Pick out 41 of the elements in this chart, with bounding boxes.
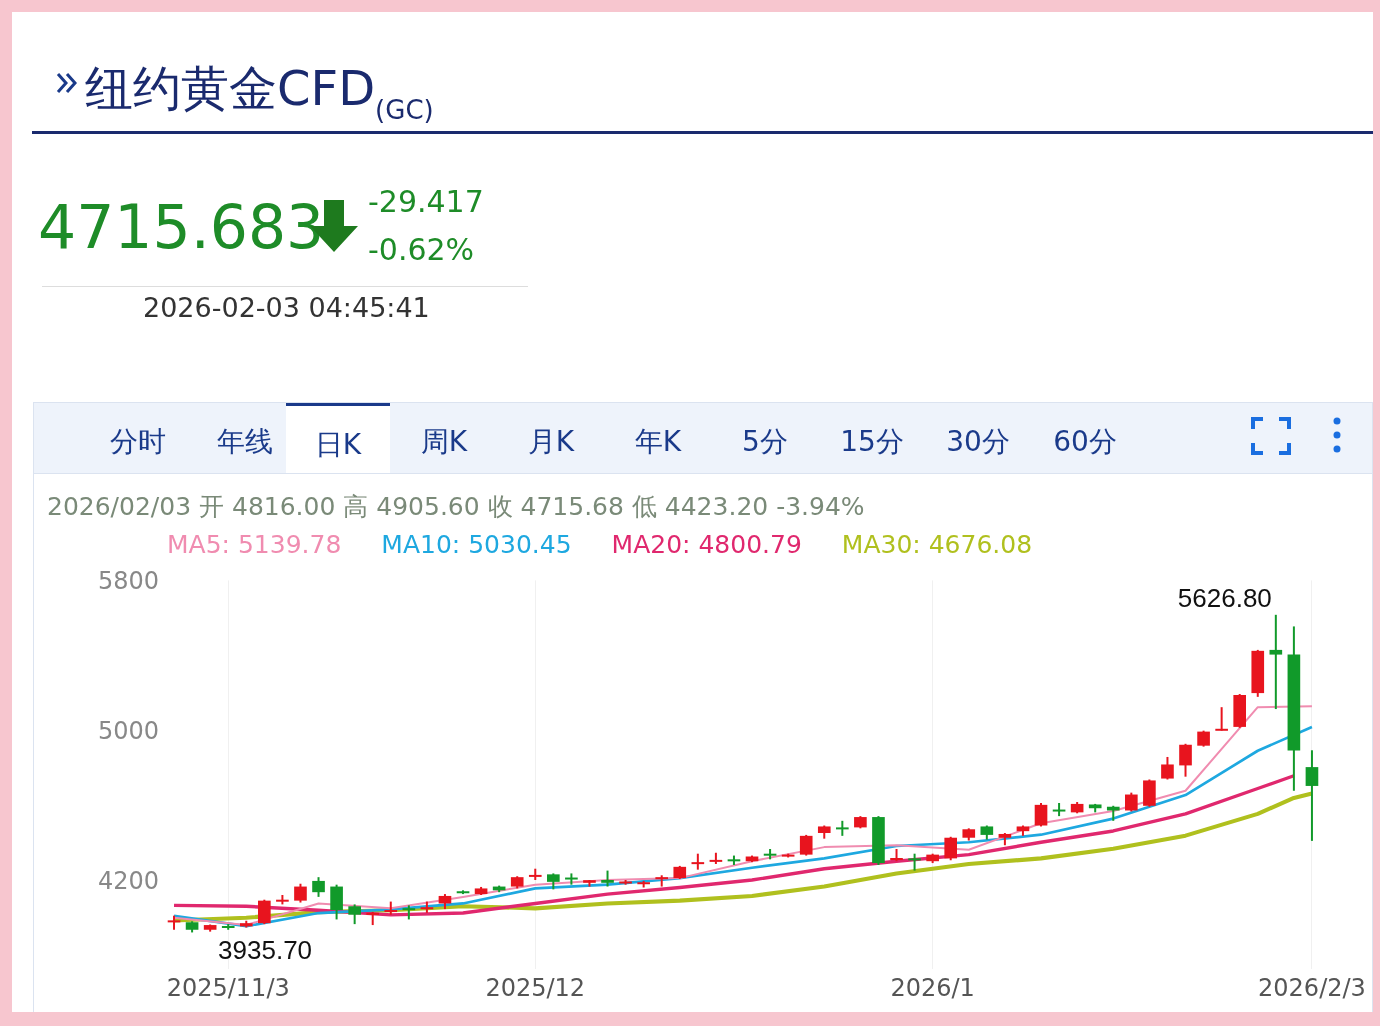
candlestick [1125, 791, 1138, 813]
candlestick [1215, 706, 1228, 732]
text: 2026/02/03 开 4816.00 高 4905.60 收 4715.68 低 4423.20 -3.94% [47, 491, 865, 523]
text: 5分 [741, 424, 789, 460]
text: 4715.683 [38, 192, 325, 262]
x-tick-label: 2026/2/3 [1258, 973, 1366, 1002]
candlestick [294, 882, 307, 904]
text: -29.417 [368, 184, 484, 219]
annotation: 3935.70 [218, 934, 313, 965]
y-tick-label: 5000 [97, 716, 159, 745]
text: MA10: 5030.45 [381, 530, 572, 559]
text: MA5: 5139.78 [167, 530, 342, 559]
candlestick [330, 883, 343, 921]
candlestick [1179, 742, 1192, 778]
candlestick [1269, 613, 1283, 711]
text: -0.62% [368, 232, 475, 267]
candlestick [312, 876, 325, 898]
annotation: 5626.80 [1177, 582, 1272, 613]
text: 30分 [945, 424, 1011, 460]
text: 2026-02-03 04:45:41 [143, 292, 430, 323]
text: 月K [526, 424, 576, 460]
y-tick-label: 5800 [97, 566, 159, 595]
candlestick [348, 903, 361, 926]
x-tick-label: 2026/1 [890, 973, 975, 1002]
candlestick [1305, 749, 1319, 842]
text: 日K [286, 403, 390, 473]
text: MA30: 4676.08 [841, 530, 1033, 559]
text: 60分 [1052, 424, 1118, 460]
x-tick-label: 2025/11/3 [166, 973, 290, 1002]
candlestick [258, 898, 271, 926]
candlestick [944, 835, 958, 862]
text: 周K [419, 424, 469, 460]
y-tick-label: 4200 [97, 867, 159, 896]
text: 15分 [839, 424, 905, 460]
text: MA20: 4800.79 [611, 530, 802, 559]
x-tick-label: 2025/12 [485, 973, 586, 1002]
candlestick [799, 833, 813, 857]
text: 年线 [216, 424, 274, 460]
text: 分时 [109, 424, 167, 460]
text: 年K [633, 424, 683, 460]
chart-title: 纽约黄金CFD$_{(GC)}$ [85, 59, 434, 127]
